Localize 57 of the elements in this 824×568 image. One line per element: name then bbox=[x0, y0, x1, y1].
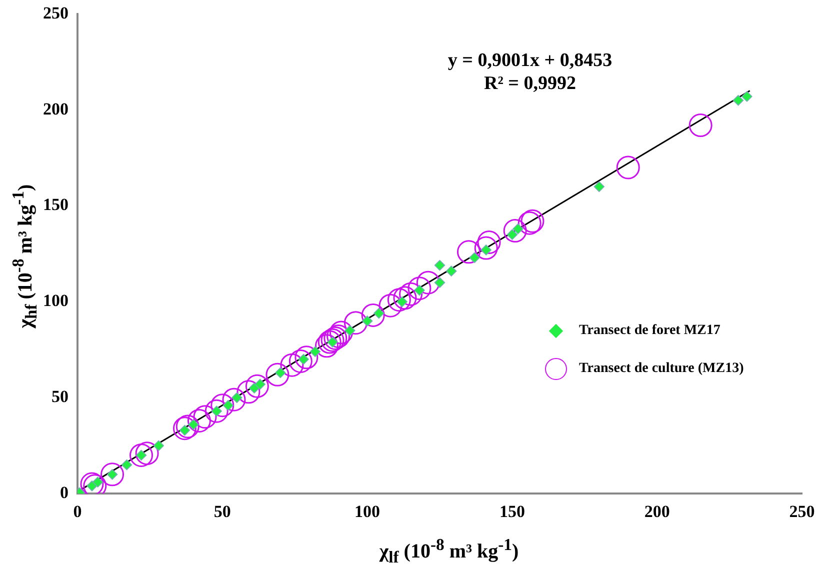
annotation: R² = 0,9992 bbox=[484, 73, 576, 94]
point bbox=[456, 240, 480, 264]
y-tick-label: 50 bbox=[52, 387, 68, 406]
point bbox=[193, 405, 217, 429]
point bbox=[387, 288, 411, 312]
point bbox=[361, 303, 385, 327]
x-tick-label: 100 bbox=[354, 502, 380, 522]
point bbox=[236, 380, 260, 404]
point bbox=[222, 388, 246, 412]
x-axis-title: χ$_{lf}$ (10$^{-8}$ m³ kg$^{-1}$) bbox=[378, 535, 520, 568]
point bbox=[294, 346, 318, 370]
point bbox=[474, 236, 498, 260]
point bbox=[742, 91, 752, 102]
x-tick-label: 150 bbox=[499, 502, 525, 522]
x-tick-label: 250 bbox=[789, 502, 815, 522]
point bbox=[187, 408, 211, 432]
point bbox=[616, 156, 640, 180]
point bbox=[344, 311, 368, 335]
point bbox=[310, 346, 321, 358]
point bbox=[266, 362, 290, 386]
annotation: y = 0,9001x + 0,8453 bbox=[448, 50, 612, 71]
point bbox=[204, 399, 228, 423]
y-tick-label: 0 bbox=[60, 482, 68, 502]
point bbox=[130, 443, 154, 467]
point bbox=[393, 286, 417, 310]
point bbox=[245, 374, 269, 398]
point bbox=[434, 277, 446, 288]
point bbox=[732, 94, 744, 106]
point bbox=[344, 325, 356, 336]
legend-label: Transect de culture (MZ13) bbox=[579, 361, 744, 377]
point bbox=[408, 276, 432, 300]
y-tick-label: 150 bbox=[43, 195, 68, 214]
legend-label: Transect de foret MZ17 bbox=[579, 323, 720, 339]
point bbox=[446, 266, 457, 276]
point bbox=[434, 260, 446, 271]
point bbox=[153, 440, 164, 452]
point bbox=[135, 442, 159, 466]
point bbox=[503, 219, 527, 243]
point bbox=[121, 459, 132, 470]
point bbox=[399, 282, 423, 306]
point bbox=[688, 114, 712, 138]
point bbox=[378, 294, 402, 318]
point bbox=[314, 334, 338, 358]
x-tick-label: 200 bbox=[644, 502, 670, 522]
point bbox=[210, 394, 234, 418]
y-tick-label: 250 bbox=[43, 3, 68, 22]
point bbox=[100, 462, 124, 486]
point bbox=[329, 320, 353, 344]
point bbox=[288, 349, 312, 373]
y-tick-label: 100 bbox=[43, 291, 68, 310]
x-tick-label: 50 bbox=[214, 502, 231, 522]
point bbox=[594, 181, 605, 192]
point bbox=[280, 353, 304, 377]
y-tick-label: 200 bbox=[43, 99, 68, 118]
point bbox=[416, 270, 440, 294]
x-tick-label: 0 bbox=[73, 502, 82, 522]
point bbox=[477, 230, 501, 254]
